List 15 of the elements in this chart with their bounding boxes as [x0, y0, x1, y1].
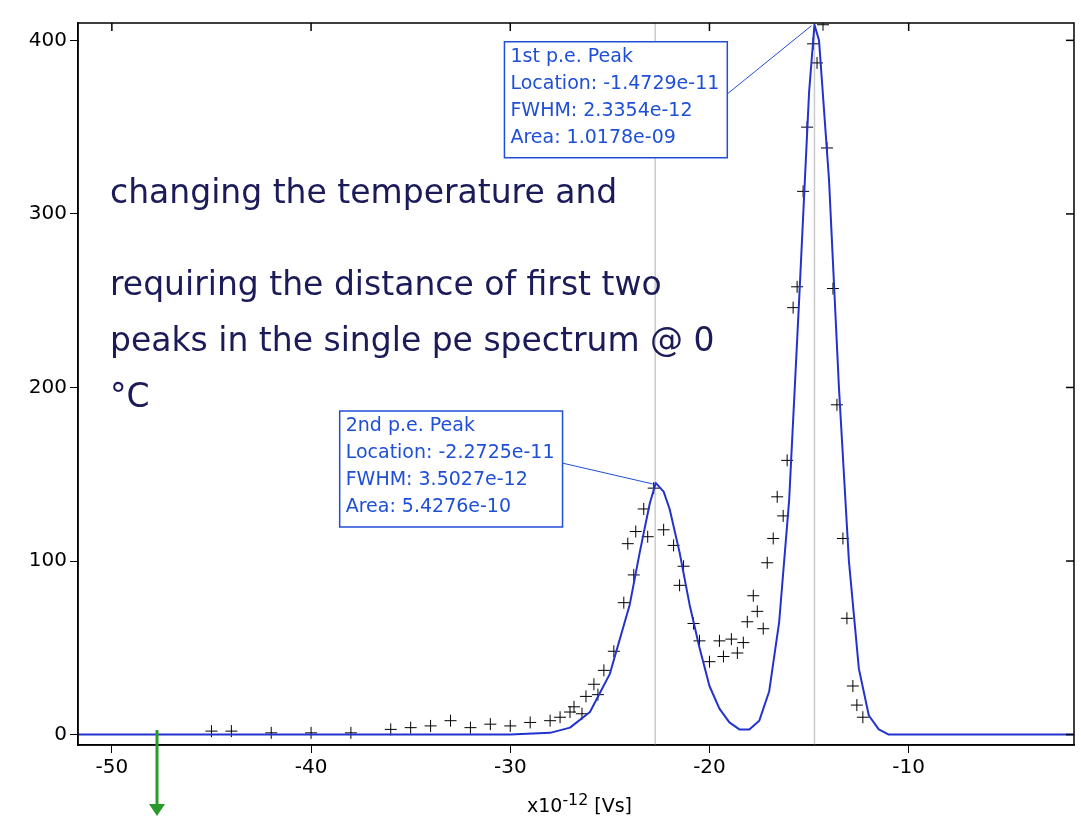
x-tick-label: -40 [294, 754, 328, 779]
y-tick-label: 0 [54, 720, 67, 745]
y-tick-label: 200 [28, 373, 67, 398]
y-tick-label: 300 [28, 200, 67, 225]
x-axis-title: x10$^{-12}$ [Vs] [525, 790, 633, 817]
annotation: 1st p.e. Peak Location: -1.4729e-11 FWHM: 2.3354e-12 Area: 1.0178e-09 [510, 44, 720, 148]
x-tick-label: -30 [493, 754, 527, 779]
annotation: 2nd p.e. Peak Location: -2.2725e-11 FWHM: 3.5027e-12 Area: 5.4276e-10 [345, 413, 555, 517]
x-tick-label: -20 [693, 754, 726, 779]
annotation: changing the temperature and [110, 171, 619, 213]
y-tick-label: 400 [28, 26, 67, 51]
x-tick-label: -50 [95, 754, 129, 779]
annotation: requiring the distance of first two peaks in the single pe spectrum @ 0 °C [110, 264, 715, 415]
y-tick-label: 100 [28, 547, 67, 572]
x-tick-label: -10 [892, 754, 925, 779]
